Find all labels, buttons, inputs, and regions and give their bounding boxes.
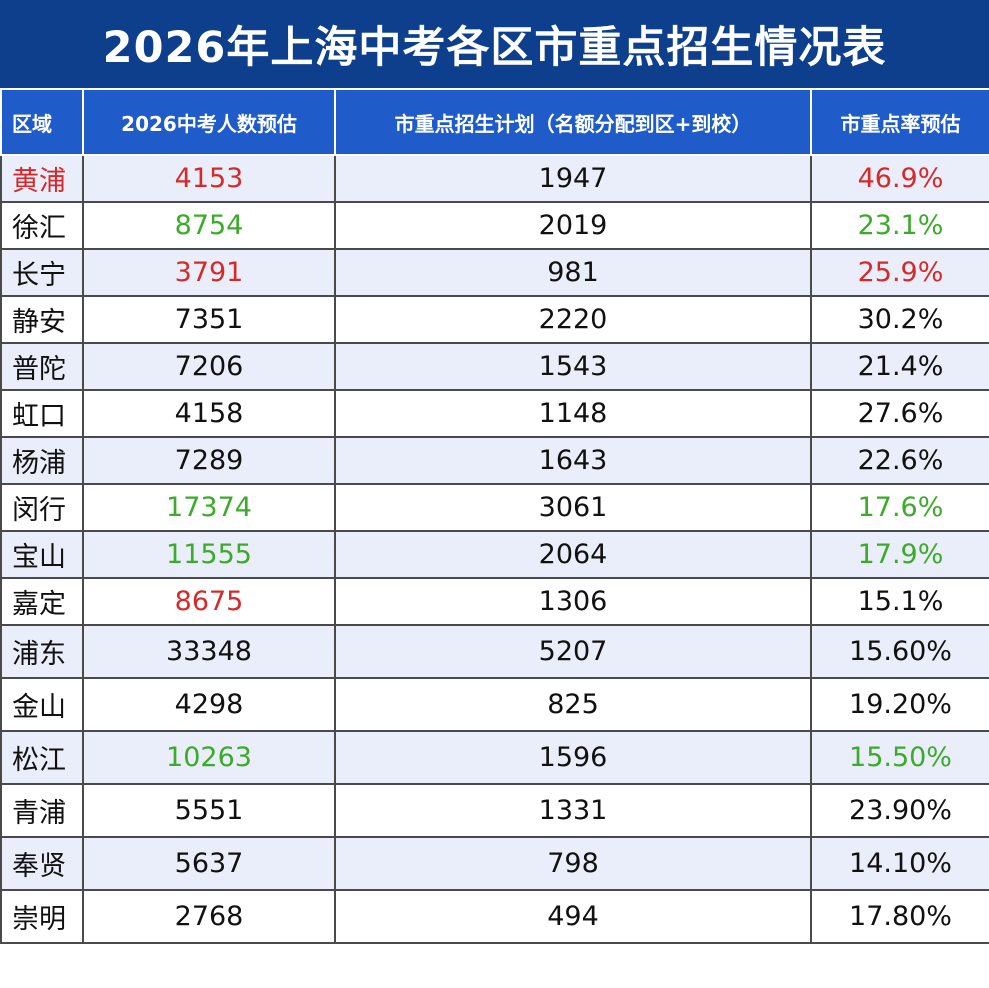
table-body: 黄浦 4153 1947 46.9% 徐汇 8754 2019 23.1% 长宁 3791 981 2… bbox=[0, 154, 989, 944]
plan-cell: 798 bbox=[334, 836, 812, 891]
rate-cell: 17.6% bbox=[810, 483, 989, 532]
table-row: 嘉定 8675 1306 15.1% bbox=[0, 577, 989, 626]
rate-cell: 30.2% bbox=[810, 295, 989, 344]
rate-cell: 17.80% bbox=[810, 889, 989, 944]
district-cell: 黄浦 bbox=[0, 154, 84, 203]
students-cell: 17374 bbox=[82, 483, 336, 532]
table-header-row: 区域 2026中考人数预估 市重点招生计划（名额分配到区+到校） 市重点率预估 bbox=[0, 88, 989, 156]
title-bar: 2026年上海中考各区市重点招生情况表 bbox=[0, 0, 989, 88]
plan-cell: 3061 bbox=[334, 483, 812, 532]
students-cell: 4158 bbox=[82, 389, 336, 438]
students-cell: 7289 bbox=[82, 436, 336, 485]
students-cell: 5637 bbox=[82, 836, 336, 891]
plan-cell: 1947 bbox=[334, 154, 812, 203]
plan-cell: 2220 bbox=[334, 295, 812, 344]
district-cell: 长宁 bbox=[0, 248, 84, 297]
table-row: 浦东 33348 5207 15.60% bbox=[0, 624, 989, 679]
table-row: 黄浦 4153 1947 46.9% bbox=[0, 154, 989, 203]
plan-cell: 1643 bbox=[334, 436, 812, 485]
students-cell: 3791 bbox=[82, 248, 336, 297]
header-rate: 市重点率预估 bbox=[810, 88, 989, 156]
rate-cell: 27.6% bbox=[810, 389, 989, 438]
table-row: 静安 7351 2220 30.2% bbox=[0, 295, 989, 344]
plan-cell: 981 bbox=[334, 248, 812, 297]
rate-cell: 19.20% bbox=[810, 677, 989, 732]
header-plan: 市重点招生计划（名额分配到区+到校） bbox=[334, 88, 812, 156]
students-cell: 33348 bbox=[82, 624, 336, 679]
header-district: 区域 bbox=[0, 88, 84, 156]
header-students: 2026中考人数预估 bbox=[82, 88, 336, 156]
plan-cell: 825 bbox=[334, 677, 812, 732]
students-cell: 5551 bbox=[82, 783, 336, 838]
district-cell: 徐汇 bbox=[0, 201, 84, 250]
rate-cell: 15.1% bbox=[810, 577, 989, 626]
table-row: 普陀 7206 1543 21.4% bbox=[0, 342, 989, 391]
rate-cell: 23.1% bbox=[810, 201, 989, 250]
table-row: 闵行 17374 3061 17.6% bbox=[0, 483, 989, 532]
students-cell: 10263 bbox=[82, 730, 336, 785]
students-cell: 11555 bbox=[82, 530, 336, 579]
rate-cell: 17.9% bbox=[810, 530, 989, 579]
rate-cell: 46.9% bbox=[810, 154, 989, 203]
plan-cell: 1596 bbox=[334, 730, 812, 785]
district-cell: 青浦 bbox=[0, 783, 84, 838]
plan-cell: 1331 bbox=[334, 783, 812, 838]
plan-cell: 1148 bbox=[334, 389, 812, 438]
students-cell: 4153 bbox=[82, 154, 336, 203]
district-cell: 浦东 bbox=[0, 624, 84, 679]
students-cell: 8754 bbox=[82, 201, 336, 250]
district-cell: 嘉定 bbox=[0, 577, 84, 626]
table-row: 松江 10263 1596 15.50% bbox=[0, 730, 989, 785]
table-row: 金山 4298 825 19.20% bbox=[0, 677, 989, 732]
plan-cell: 494 bbox=[334, 889, 812, 944]
plan-cell: 5207 bbox=[334, 624, 812, 679]
students-cell: 4298 bbox=[82, 677, 336, 732]
district-cell: 崇明 bbox=[0, 889, 84, 944]
students-cell: 7351 bbox=[82, 295, 336, 344]
table-row: 杨浦 7289 1643 22.6% bbox=[0, 436, 989, 485]
rate-cell: 14.10% bbox=[810, 836, 989, 891]
district-cell: 静安 bbox=[0, 295, 84, 344]
table-row: 徐汇 8754 2019 23.1% bbox=[0, 201, 989, 250]
rate-cell: 25.9% bbox=[810, 248, 989, 297]
district-cell: 普陀 bbox=[0, 342, 84, 391]
plan-cell: 1543 bbox=[334, 342, 812, 391]
table-row: 青浦 5551 1331 23.90% bbox=[0, 783, 989, 838]
rate-cell: 23.90% bbox=[810, 783, 989, 838]
page-title: 2026年上海中考各区市重点招生情况表 bbox=[102, 23, 887, 73]
district-cell: 奉贤 bbox=[0, 836, 84, 891]
table-row: 奉贤 5637 798 14.10% bbox=[0, 836, 989, 891]
plan-cell: 2019 bbox=[334, 201, 812, 250]
students-cell: 8675 bbox=[82, 577, 336, 626]
table-row: 宝山 11555 2064 17.9% bbox=[0, 530, 989, 579]
district-cell: 杨浦 bbox=[0, 436, 84, 485]
district-cell: 金山 bbox=[0, 677, 84, 732]
admissions-table: 区域 2026中考人数预估 市重点招生计划（名额分配到区+到校） 市重点率预估 … bbox=[0, 88, 989, 944]
district-cell: 虹口 bbox=[0, 389, 84, 438]
rate-cell: 15.50% bbox=[810, 730, 989, 785]
rate-cell: 22.6% bbox=[810, 436, 989, 485]
plan-cell: 2064 bbox=[334, 530, 812, 579]
rate-cell: 15.60% bbox=[810, 624, 989, 679]
students-cell: 2768 bbox=[82, 889, 336, 944]
plan-cell: 1306 bbox=[334, 577, 812, 626]
district-cell: 松江 bbox=[0, 730, 84, 785]
district-cell: 宝山 bbox=[0, 530, 84, 579]
students-cell: 7206 bbox=[82, 342, 336, 391]
table-row: 长宁 3791 981 25.9% bbox=[0, 248, 989, 297]
district-cell: 闵行 bbox=[0, 483, 84, 532]
table-row: 虹口 4158 1148 27.6% bbox=[0, 389, 989, 438]
table-row: 崇明 2768 494 17.80% bbox=[0, 889, 989, 944]
rate-cell: 21.4% bbox=[810, 342, 989, 391]
